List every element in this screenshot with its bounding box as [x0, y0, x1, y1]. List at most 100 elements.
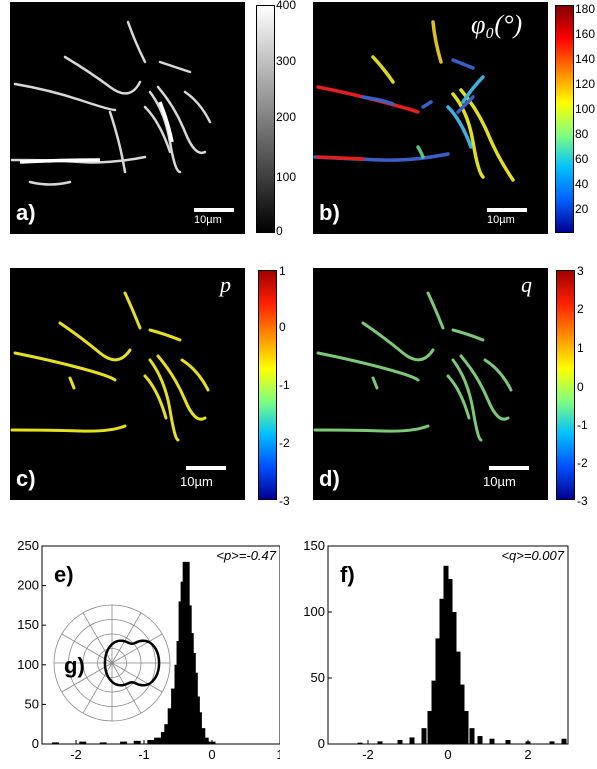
filament-image-a — [10, 20, 212, 186]
histogram-bar — [198, 728, 206, 744]
y-tick-label: 200 — [17, 578, 39, 593]
histogram-bar — [435, 638, 441, 744]
scale-bar-b — [487, 208, 527, 212]
image-panel-a: a) 10µm — [10, 2, 245, 234]
mean-annotation: <q>=0.007 — [501, 548, 564, 563]
histogram-bar — [427, 711, 433, 744]
symbol-q: q — [521, 272, 532, 297]
colorbar-tick: -3 — [577, 494, 588, 508]
histogram-e: 0 50 100 150 200 250 -2 -1 0 1 e) <p>=-0.47 g) — [17, 538, 280, 762]
y-tick-label: 150 — [17, 617, 39, 632]
histogram-bar — [477, 736, 483, 744]
colorbar-tick: -1 — [577, 418, 588, 432]
colorbar-tick: 60 — [575, 152, 589, 166]
symbol-p: p — [220, 272, 231, 297]
histogram-bar — [525, 741, 531, 744]
colorbar-a — [256, 5, 275, 233]
histogram-bar — [439, 598, 445, 744]
x-tick-label: 2 — [524, 747, 531, 762]
scale-text-d: 10µm — [483, 474, 516, 489]
colorbar-tick: -2 — [577, 456, 588, 470]
histogram-bar — [52, 742, 60, 744]
scale-bar-d — [489, 466, 529, 470]
histogram-bar — [409, 737, 415, 744]
histogram-bar — [469, 728, 475, 744]
filament-image-b — [313, 20, 515, 182]
colorbar-tick: 1 — [577, 341, 584, 355]
filament-image-d — [313, 291, 513, 442]
y-tick-label: 150 — [303, 538, 325, 553]
scale-text-b: 10µm — [487, 214, 515, 226]
panel-label: f) — [340, 562, 355, 587]
histogram-bar — [397, 740, 403, 744]
polar-response-curve — [103, 639, 161, 687]
colorbar-tick: 3 — [577, 264, 584, 278]
histogram-bar — [99, 742, 107, 744]
image-panel-d: q d) 10µm — [313, 268, 548, 500]
histogram-bar — [208, 741, 216, 744]
panel-label-b: b) — [319, 200, 340, 225]
y-tick-label: 0 — [32, 736, 39, 751]
histogram-bar — [421, 728, 427, 744]
histogram-bar — [201, 737, 209, 744]
colorbar-tick: 120 — [575, 77, 596, 91]
scale-bar-a — [194, 208, 234, 212]
inset-label: g) — [64, 653, 85, 678]
x-tick-label: -2 — [70, 747, 82, 762]
histogram-bar — [147, 740, 155, 744]
polar-grid-spoke — [61, 633, 163, 693]
histogram-bar — [443, 565, 449, 744]
image-panel-c: p c) 10µm — [10, 268, 245, 500]
panel-label-c: c) — [16, 466, 36, 491]
histogram-bar — [431, 680, 437, 744]
y-tick-label: 50 — [311, 670, 325, 685]
histogram-bar — [505, 740, 511, 744]
histogram-bar — [561, 738, 567, 744]
panel-label: e) — [54, 562, 74, 587]
mean-annotation: <p>=-0.47 — [216, 548, 276, 563]
histogram-bar — [154, 737, 162, 744]
colorbar-tick: -1 — [279, 378, 290, 392]
histogram-bar — [489, 738, 495, 744]
histogram-f: 0 50 100 150 -2 0 2 f) <q>=0.007 — [303, 538, 569, 762]
histogram-bar — [79, 741, 87, 744]
colorbar-tick: 400 — [276, 0, 297, 12]
colorbar-tick: 100 — [575, 102, 596, 116]
image-panel-b: φ₀(°) b) 10µm — [313, 2, 548, 234]
panel-label-a: a) — [16, 200, 36, 225]
histogram-bar — [451, 612, 457, 744]
colorbar-tick: 140 — [575, 52, 596, 66]
colorbar-tick: 40 — [575, 177, 589, 191]
colorbar-b — [555, 5, 574, 233]
y-tick-label: 100 — [17, 657, 39, 672]
scale-text-a: 10µm — [194, 214, 222, 226]
colorbar-tick: 1 — [279, 264, 286, 278]
filament-image-c — [10, 291, 210, 442]
histogram-bar — [357, 742, 363, 744]
scale-text-c: 10µm — [180, 474, 213, 489]
colorbar-tick: 0 — [577, 380, 584, 394]
colorbar-tick: -3 — [279, 494, 290, 508]
panel-label-d: d) — [319, 466, 340, 491]
x-tick-label: -2 — [362, 747, 374, 762]
x-tick-label: -1 — [138, 747, 150, 762]
plot-frame — [41, 545, 280, 745]
x-tick-label: 0 — [444, 747, 451, 762]
colorbar-tick: 0 — [279, 320, 286, 334]
histogram-bar — [120, 741, 128, 744]
y-tick-label: 0 — [318, 736, 325, 751]
colorbar-tick: 2 — [577, 302, 584, 316]
colorbar-tick: 20 — [575, 202, 589, 216]
y-tick-label: 50 — [25, 696, 39, 711]
x-tick-label: 1 — [276, 747, 280, 762]
colorbar-tick: 200 — [276, 110, 297, 124]
colorbar-tick: 80 — [575, 127, 589, 141]
histogram-bar — [133, 740, 141, 744]
histogram-bar — [377, 741, 383, 744]
histogram-bar — [463, 711, 469, 744]
y-tick-label: 100 — [303, 604, 325, 619]
colorbar-tick: 0 — [276, 224, 283, 238]
symbol-phi0: φ₀(°) — [471, 10, 523, 39]
y-tick-label: 250 — [17, 538, 39, 553]
x-tick-label: 0 — [208, 747, 215, 762]
